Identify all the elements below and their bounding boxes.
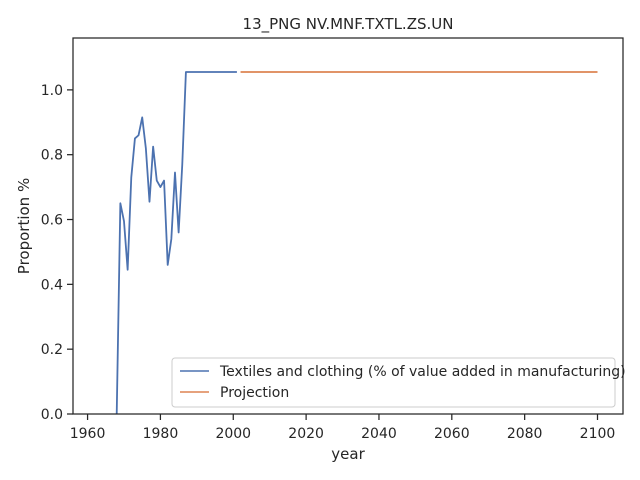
y-tick-label: 0.0 [41, 407, 63, 423]
y-tick-label: 0.4 [41, 277, 63, 293]
plot-frame [72, 37, 624, 415]
y-tick-label: 0.2 [41, 342, 63, 358]
x-tick-label: 1960 [70, 426, 106, 442]
x-axis: 1960 1980 2000 2020 2040 2060 2080 2100 [70, 414, 616, 442]
legend-box [171, 357, 616, 408]
x-tick-label: 2060 [434, 426, 470, 442]
chart-title: 13_PNG NV.MNF.TXTL.ZS.UN [243, 15, 454, 34]
series-line-textiles [115, 71, 237, 415]
legend: Textiles and clothing (% of value added … [171, 357, 626, 408]
y-tick-label: 0.8 [41, 148, 63, 164]
x-axis-title: year [331, 445, 365, 463]
plot-lines [115, 71, 598, 415]
x-tick-label: 2000 [215, 426, 251, 442]
y-tick-label: 0.6 [41, 213, 63, 229]
x-tick-label: 1980 [143, 426, 179, 442]
x-tick-label: 2020 [288, 426, 324, 442]
y-tick-label: 1.0 [41, 83, 63, 99]
x-tick-label: 2080 [507, 426, 543, 442]
y-axis-title: Proportion % [15, 178, 33, 274]
x-tick-label: 2040 [361, 426, 397, 442]
x-tick-label: 2100 [580, 426, 616, 442]
legend-label-projection: Projection [220, 385, 289, 401]
legend-label-textiles: Textiles and clothing (% of value added … [219, 364, 626, 380]
y-axis: 0.0 0.2 0.4 0.6 0.8 1.0 [41, 83, 73, 423]
